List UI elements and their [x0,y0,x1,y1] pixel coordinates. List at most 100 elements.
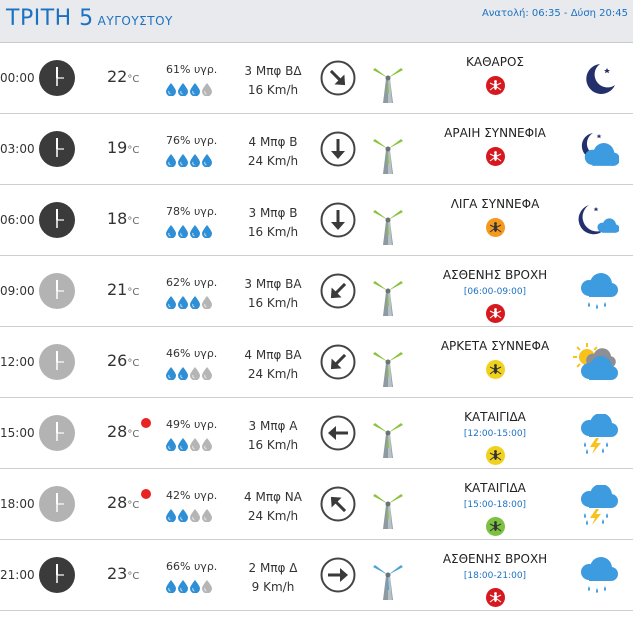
humidity: 66% υγρ. [166,560,230,594]
weather-icon [573,201,620,241]
condition-range: [15:00-18:00] [463,500,527,510]
wind-speed: 16 Km/h [247,438,299,452]
humidity-drop-icon [178,580,188,594]
temperature-value: 22 [107,67,128,86]
mosquito-indicator [485,517,505,536]
wind-speed: 16 Km/h [247,225,299,239]
wind: 4 Μπφ ΒΑ 24 Km/h [237,346,309,384]
temperature-unit: °C [127,216,140,227]
humidity-drops [166,436,230,452]
condition: ΚΑΤΑΙΓΙΔΑ [15:00-18:00] [425,481,565,540]
humidity-drop-icon [166,225,176,239]
humidity-drop-icon [178,225,188,239]
temperature-value: 23 [107,564,128,583]
wind-speed: 9 Km/h [251,580,295,594]
temperature-unit: °C [127,74,140,85]
condition-range: [18:00-21:00] [463,571,527,581]
temperature-value: 19 [107,138,128,157]
forecast-time: 12:00 [0,355,35,369]
wind: 3 Μπφ Β 16 Km/h [237,204,309,242]
humidity-drop-icon [178,83,188,97]
temperature-unit: °C [127,358,140,369]
storm-cloud-icon [581,484,618,525]
arrow-right-icon [320,557,356,593]
humidity-drop-empty-icon [202,296,212,310]
wind: 3 Μπφ Α 16 Km/h [237,417,309,455]
humidity-drop-icon [178,438,188,452]
condition-text: ΚΑΤΑΙΓΙΔΑ [464,410,526,424]
humidity-drop-icon [166,296,176,310]
humidity-drop-icon [190,225,200,239]
humidity-drop-icon [166,367,176,381]
mosquito-icon [489,364,501,375]
condition-text: ΛΙΓΑ ΣΥΝΝΕΦΑ [450,197,540,211]
mosquito-icon [489,521,501,532]
humidity-drops [166,81,230,97]
day-clock-icon [39,415,75,451]
wind: 2 Μπφ Δ 9 Km/h [237,559,309,597]
night-clock-icon [39,60,75,96]
wind-beaufort: 3 Μπφ Β [248,206,298,220]
night-clock-icon [39,557,75,593]
humidity-text: 49% υγρ. [166,418,218,431]
humidity-drop-icon [190,580,200,594]
wind-turbine [370,134,406,174]
humidity-drop-icon [166,509,176,523]
forecast-time: 15:00 [0,426,35,440]
forecast-row: 21:00 23°C 66% υγρ. 2 Μπφ Δ 9 Km/h [0,540,633,611]
wind-turbine-icon [373,281,403,316]
weather-icon [573,484,619,525]
forecast-row: 00:00 22°C 61% υγρ. 3 Μπφ ΒΔ 16 Km/h [0,43,633,114]
day-header: ΤΡΙΤΗ 5 ΑΥΓΟΥΣΤΟΥ Ανατολή: 06:35 - Δύση 2… [0,0,633,43]
condition-range: [12:00-15:00] [463,429,527,439]
wind-speed: 24 Km/h [247,367,299,381]
wind: 3 Μπφ ΒΑ 16 Km/h [237,275,309,313]
forecast-time: 00:00 [0,71,35,85]
humidity-text: 42% υγρ. [166,489,218,502]
condition-range: [06:00-09:00] [463,287,527,297]
condition: ΑΡΚΕΤΑ ΣΥΝΝΕΦΑ [425,339,565,383]
weather-icon [573,343,619,383]
humidity-drop-icon [178,296,188,310]
humidity-drop-icon [202,225,212,239]
wind-turbine [370,489,406,529]
wind-turbine-icon [373,565,403,600]
wind-turbine [370,347,406,387]
humidity: 46% υγρ. [166,347,230,381]
wind-speed: 24 Km/h [247,154,299,168]
arrow-down-right-icon [320,60,356,96]
moon-small-cloud-icon [578,205,620,235]
mosquito-indicator [485,147,505,166]
temperature: 26°C [107,351,139,370]
forecast-time: 18:00 [0,497,35,511]
temperature: 19°C [107,138,139,157]
clock [39,486,75,522]
condition-text: ΑΡΚΕΤΑ ΣΥΝΝΕΦΑ [440,339,550,353]
humidity-drops [166,223,230,239]
clock [39,60,75,96]
wind-direction [320,486,356,522]
humidity-drop-empty-icon [190,367,200,381]
condition: ΚΑΘΑΡΟΣ [425,55,565,99]
wind-beaufort: 3 Μπφ Α [248,419,298,433]
weather-icon [573,556,619,596]
humidity-drop-icon [178,509,188,523]
arrow-up-left-icon [320,486,356,522]
temperature: 28°C [107,493,139,512]
day-title: ΤΡΙΤΗ 5 ΑΥΓΟΥΣΤΟΥ [6,6,173,31]
humidity: 42% υγρ. [166,489,230,523]
humidity: 78% υγρ. [166,205,230,239]
humidity-drop-icon [190,154,200,168]
wind-beaufort: 2 Μπφ Δ [248,561,298,575]
humidity-drop-icon [202,154,212,168]
clock [39,415,75,451]
forecast-row: 06:00 18°C 78% υγρ. 3 Μπφ Β 16 Km/h [0,185,633,256]
humidity-drop-empty-icon [202,438,212,452]
rain-cloud-icon [581,273,618,309]
condition-text: ΑΣΘΕΝΗΣ ΒΡΟΧΗ [442,268,548,282]
temperature-unit: °C [127,429,140,440]
wind-direction [320,415,356,451]
humidity: 61% υγρ. [166,63,230,97]
forecast-row: 12:00 26°C 46% υγρ. 4 Μπφ ΒΑ 24 Km/h [0,327,633,398]
wind-beaufort: 4 Μπφ ΒΑ [244,348,302,362]
